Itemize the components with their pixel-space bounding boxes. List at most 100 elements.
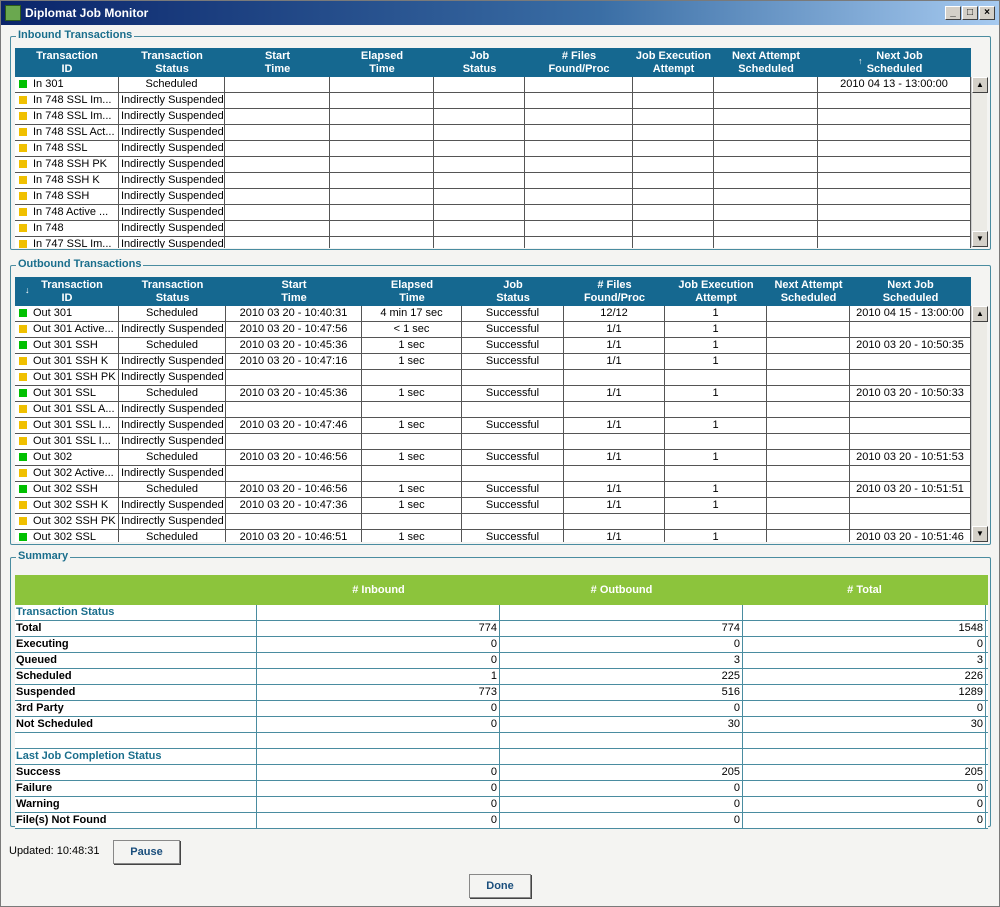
column-header[interactable]: Next Attempt Scheduled — [714, 48, 818, 77]
table-cell: In 747 SSL Im... — [15, 237, 119, 248]
column-header[interactable]: # Files Found/Proc — [564, 277, 665, 306]
column-header[interactable]: Job Execution Attempt — [633, 48, 714, 77]
table-cell — [850, 434, 971, 449]
table-row[interactable]: Out 301 SSL A... Indirectly Suspended — [15, 402, 971, 418]
column-header[interactable]: Job Status — [434, 48, 525, 77]
column-header[interactable]: Next Job Scheduled — [850, 277, 971, 306]
table-row[interactable]: Out 301 SSL I... Indirectly Suspended 2010… — [15, 418, 971, 434]
table-row[interactable]: Out 301 SSH PK Indirectly Suspended — [15, 370, 971, 386]
table-cell — [434, 221, 525, 236]
table-row[interactable]: In 748 SSL Im... Indirectly Suspended — [15, 109, 971, 125]
table-row[interactable]: In 748 SSH K Indirectly Suspended — [15, 173, 971, 189]
scrollbar[interactable]: ▲ ▼ — [971, 306, 988, 542]
column-header[interactable]: Transaction ID — [15, 48, 119, 77]
scrollbar[interactable]: ▲ ▼ — [971, 77, 988, 247]
column-header[interactable]: # Files Found/Proc — [525, 48, 633, 77]
outbound-panel: Outbound Transactions Transaction ID ↓ Tran… — [10, 258, 991, 545]
table-row[interactable]: Out 301 SSH Scheduled 2010 03 20 - 10:45:3… — [15, 338, 971, 354]
table-row[interactable]: In 748 Active ... Indirectly Suspended — [15, 205, 971, 221]
table-cell — [525, 205, 633, 220]
done-button[interactable]: Done — [469, 874, 531, 898]
cell-text: Successful — [485, 307, 540, 319]
column-header[interactable]: Next Attempt Scheduled — [767, 277, 850, 306]
header-text: Transaction — [141, 50, 203, 62]
cell-text: Out 302 — [33, 451, 73, 463]
table-cell — [818, 157, 971, 172]
scroll-down[interactable]: ▼ — [972, 231, 988, 247]
section-row: Transaction Status — [15, 605, 988, 621]
cell-text: Scheduled — [146, 483, 198, 495]
table-row[interactable]: Out 301 Scheduled 2010 03 20 - 10:40:31 4 m… — [15, 306, 971, 322]
table-cell — [564, 434, 665, 449]
table-row[interactable]: Out 302 Active... Indirectly Suspended — [15, 466, 971, 482]
cell-text: Indirectly Suspended — [121, 142, 224, 154]
cell-text: 1 — [712, 307, 719, 319]
table-row[interactable]: Out 302 SSH PK Indirectly Suspended — [15, 514, 971, 530]
header-text: Job Execution — [678, 279, 754, 291]
column-header[interactable]: Transaction Status — [119, 48, 225, 77]
summary-row: 3rd Party 0 0 0 — [15, 701, 988, 717]
cell-text: 2010 03 20 - 10:51:46 — [856, 531, 964, 542]
pause-button[interactable]: Pause — [113, 840, 180, 864]
minimize-button[interactable]: _ — [945, 6, 961, 20]
table-row[interactable]: Out 302 SSL Scheduled 2010 03 20 - 10:46:5… — [15, 530, 971, 542]
table-row[interactable]: Out 302 SSH K Indirectly Suspended 2010 03… — [15, 498, 971, 514]
table-cell — [434, 109, 525, 124]
table-cell — [462, 370, 564, 385]
table-cell — [633, 93, 714, 108]
column-header[interactable]: Elapsed Time — [330, 48, 434, 77]
table-cell: Indirectly Suspended — [119, 189, 225, 204]
table-row[interactable]: In 748 Indirectly Suspended — [15, 221, 971, 237]
column-header[interactable]: Job Status — [462, 277, 564, 306]
table-cell — [665, 402, 767, 417]
scroll-up[interactable]: ▲ — [972, 77, 988, 93]
table-cell: Successful — [462, 498, 564, 513]
close-button[interactable]: × — [979, 6, 995, 20]
table-row[interactable]: Out 301 SSH K Indirectly Suspended 2010 03… — [15, 354, 971, 370]
summary-row: Total 774 774 1548 — [15, 621, 988, 637]
table-cell — [225, 173, 330, 188]
cell-text: 2010 03 20 - 10:47:56 — [239, 323, 348, 335]
table-row[interactable]: In 748 SSH PK Indirectly Suspended — [15, 157, 971, 173]
maximize-button[interactable]: □ — [962, 6, 978, 20]
status-indicator — [19, 469, 27, 477]
table-cell — [767, 418, 850, 433]
column-header[interactable]: Start Time — [226, 277, 362, 306]
column-header[interactable]: Transaction ID ↓ — [15, 277, 119, 306]
table-row[interactable]: Out 302 SSH Scheduled 2010 03 20 - 10:46:5… — [15, 482, 971, 498]
table-row[interactable]: In 748 SSL Act... Indirectly Suspended — [15, 125, 971, 141]
table-row[interactable]: In 747 SSL Im... Indirectly Suspended — [15, 237, 971, 248]
scroll-up[interactable]: ▲ — [972, 306, 988, 322]
column-header[interactable]: Start Time — [225, 48, 330, 77]
table-cell — [462, 466, 564, 481]
table-row[interactable]: In 748 SSL Im... Indirectly Suspended — [15, 93, 971, 109]
table-row[interactable]: Out 301 SSL I... Indirectly Suspended — [15, 434, 971, 450]
table-cell — [665, 434, 767, 449]
table-cell: 1 sec — [362, 482, 462, 497]
column-header[interactable]: Elapsed Time — [362, 277, 462, 306]
count-cell: 3 — [500, 653, 743, 668]
table-row[interactable]: Out 302 Scheduled 2010 03 20 - 10:46:56 1 s… — [15, 450, 971, 466]
table-row[interactable]: Out 301 Active... Indirectly Suspended 201… — [15, 322, 971, 338]
table-row[interactable]: In 748 SSL Indirectly Suspended — [15, 141, 971, 157]
count-cell: 0 — [257, 813, 500, 828]
column-header[interactable]: Next Job Scheduled ↑ — [818, 48, 971, 77]
cell-text: 1 — [712, 499, 719, 511]
table-cell: Scheduled — [119, 77, 225, 92]
table-row[interactable]: Out 301 SSL Scheduled 2010 03 20 - 10:45:3… — [15, 386, 971, 402]
table-row[interactable]: In 748 SSH Indirectly Suspended — [15, 189, 971, 205]
cell-text: In 748 SSL Im... — [33, 110, 112, 122]
cell-text: 2010 03 20 - 10:40:31 — [239, 307, 348, 319]
table-row[interactable]: In 301 Scheduled 2010 04 13 - 13:00:00 — [15, 77, 971, 93]
scroll-down[interactable]: ▼ — [972, 526, 988, 542]
cell-text: 2010 03 20 - 10:47:16 — [239, 355, 348, 367]
table-cell — [225, 125, 330, 140]
table-cell: 1 — [665, 306, 767, 321]
table-cell — [633, 173, 714, 188]
column-header[interactable]: Job Execution Attempt — [665, 277, 767, 306]
column-header[interactable]: Transaction Status — [119, 277, 226, 306]
table-cell — [225, 77, 330, 92]
table-cell — [850, 418, 971, 433]
cell-text: 1 — [712, 339, 719, 351]
table-cell: 1/1 — [564, 482, 665, 497]
